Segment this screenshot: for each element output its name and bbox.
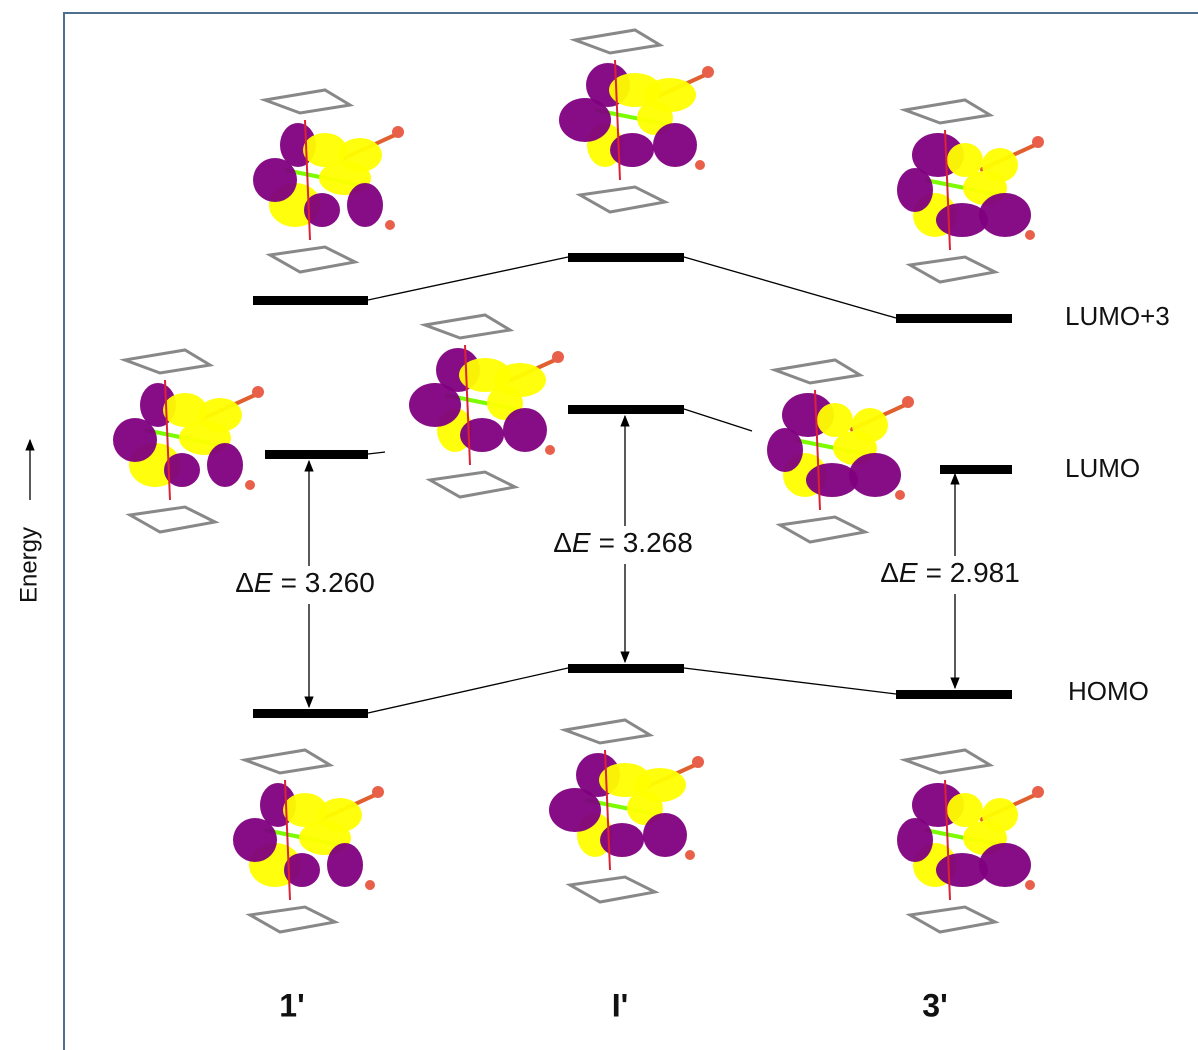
delta: Δ <box>553 527 572 558</box>
level-bar <box>568 664 684 673</box>
gap-label: ΔE = 3.260 <box>235 567 375 598</box>
gap-label: ΔE = 3.268 <box>553 527 693 558</box>
lobe <box>113 418 157 462</box>
gap-value: = 2.981 <box>926 557 1020 588</box>
atom <box>895 490 905 500</box>
compound-label: 1' <box>279 987 304 1023</box>
lobe <box>338 138 382 172</box>
lobe <box>460 418 504 452</box>
lobe <box>600 823 644 857</box>
gap-label: ΔE = 2.981 <box>880 557 1020 588</box>
lobe <box>549 788 601 832</box>
lobe <box>318 798 362 832</box>
lobe <box>610 133 654 167</box>
lobe <box>503 408 547 452</box>
lobe <box>979 193 1031 237</box>
lobe <box>767 428 803 472</box>
atom <box>372 786 384 798</box>
lobe <box>947 793 983 827</box>
mo-diagram: ΔE= 3.260 ΔE= 3.268 ΔE= 2.981 LUMO+3 LUM… <box>0 0 1198 1050</box>
lobe <box>852 408 888 442</box>
lobe <box>644 78 696 112</box>
atom <box>1032 786 1044 798</box>
lobe <box>559 98 611 142</box>
atom <box>245 480 255 490</box>
lobe <box>897 818 933 862</box>
atom <box>365 880 375 890</box>
atom <box>702 66 714 78</box>
atom <box>1025 230 1035 240</box>
atom <box>552 351 564 363</box>
lobe <box>849 453 901 497</box>
lobe <box>653 123 697 167</box>
lobe <box>979 843 1031 887</box>
level-label: LUMO <box>1065 453 1140 483</box>
atom <box>252 386 264 398</box>
lobe <box>409 383 461 427</box>
atom <box>902 396 914 408</box>
atom <box>385 220 395 230</box>
atom <box>392 126 404 138</box>
lobe <box>253 158 297 202</box>
level-bar <box>896 690 1012 699</box>
atom <box>1032 136 1044 148</box>
lobe <box>897 168 933 212</box>
axis-label: Energy <box>15 527 42 603</box>
gap-value: = 3.260 <box>281 567 375 598</box>
level-bar <box>265 450 368 459</box>
lobe <box>982 798 1018 832</box>
atom <box>685 850 695 860</box>
lobe <box>947 143 983 177</box>
lobe <box>233 818 277 862</box>
atom <box>545 445 555 455</box>
lobe <box>634 768 686 802</box>
level-bar <box>940 465 1012 474</box>
level-label: LUMO+3 <box>1065 301 1170 331</box>
atom <box>1025 880 1035 890</box>
lobe <box>817 403 853 437</box>
lobe <box>207 443 243 487</box>
lobe <box>494 363 546 397</box>
level-bar <box>896 314 1012 323</box>
atom <box>695 160 705 170</box>
compound-label: I' <box>612 987 629 1023</box>
gap-value: = 3.268 <box>599 527 693 558</box>
lobe <box>982 148 1018 182</box>
delta: Δ <box>235 567 254 598</box>
atom <box>692 756 704 768</box>
level-bar <box>568 253 684 262</box>
lobe <box>643 813 687 857</box>
variable: E <box>254 567 273 598</box>
level-label: HOMO <box>1068 676 1149 706</box>
lobe <box>198 398 242 432</box>
variable: E <box>899 557 918 588</box>
compound-label: 3' <box>922 987 947 1023</box>
level-bar <box>568 405 684 414</box>
lobe <box>347 183 383 227</box>
lobe <box>327 843 363 887</box>
level-bar <box>253 296 368 305</box>
level-bar <box>253 709 368 718</box>
variable: E <box>572 527 591 558</box>
delta: Δ <box>880 557 899 588</box>
